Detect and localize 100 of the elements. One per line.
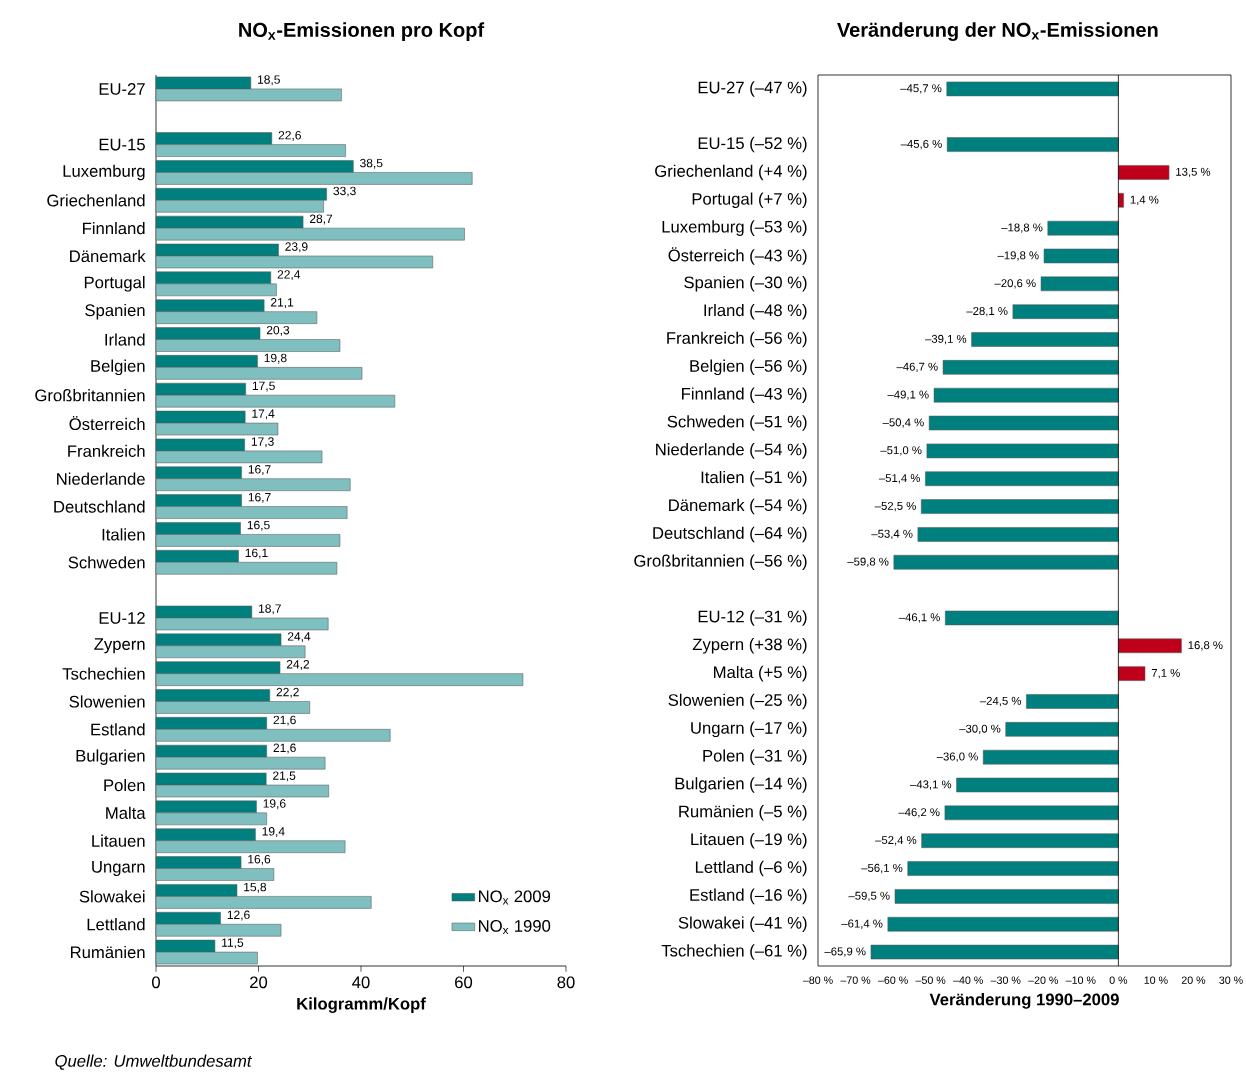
data-label: 28,7 [309, 214, 333, 225]
bar [921, 833, 1119, 848]
data-label: –39,1 % [925, 334, 967, 345]
legend-label: NO$_{x}$ 1990 [479, 920, 551, 935]
y-tick-label: Österreich [69, 415, 145, 431]
bar [942, 360, 1119, 375]
y-tick-label: EU-15 [99, 138, 145, 151]
data-label: 16,8 % [1188, 641, 1223, 651]
bar [944, 805, 1119, 821]
x-tick-label: 10 % [1144, 976, 1168, 984]
x-tick-label: 60 [455, 976, 473, 989]
data-label: –56,1 % [861, 863, 903, 874]
data-label: –51,0 % [880, 446, 922, 456]
bar [870, 944, 1119, 960]
bar [1026, 694, 1119, 709]
data-label: 21,5 [273, 771, 296, 782]
bar [1040, 276, 1119, 292]
y-tick-label: Schweden [68, 556, 145, 569]
data-label: 13,5 % [1176, 167, 1211, 178]
y-tick-label: Luxemburg (–53 %) [662, 220, 807, 236]
data-label: 21,6 [273, 715, 296, 726]
y-tick-label: Ungarn [92, 861, 145, 876]
x-axis-title: Veränderung 1990–2009 [929, 993, 1119, 1009]
y-tick-label: EU-27 (–47 %) [698, 81, 807, 97]
x-tick-label: 80 [557, 976, 575, 989]
chart-title: Veränderung der NO$_{x}$-Emissionen [837, 22, 1158, 41]
y-tick-label: Finnland [83, 222, 145, 235]
data-label: 22,4 [277, 270, 301, 281]
data-label: 19,8 [264, 353, 287, 364]
x-tick-label: 20 % [1181, 976, 1206, 984]
y-tick-label: EU-15 (–52 %) [698, 136, 807, 153]
data-label: 18,5 [258, 75, 280, 86]
data-label: 20,3 [266, 325, 290, 336]
y-tick-label: Spanien [85, 303, 145, 320]
bar [971, 332, 1119, 347]
data-label: 17,5 [252, 381, 275, 392]
bar [893, 554, 1119, 570]
bar [946, 81, 1119, 97]
x-tick-label: 30 % [1219, 976, 1243, 984]
y-tick-label: Niederlande [57, 472, 145, 485]
data-label: –45,7 % [900, 84, 942, 94]
data-label: 19,4 [262, 827, 285, 837]
y-tick-label: Griechenland [47, 194, 145, 207]
data-label: –65,9 % [824, 947, 866, 957]
data-label: –53,4 % [871, 529, 913, 540]
data-label: 24,4 [287, 632, 311, 643]
data-label: 22,2 [276, 687, 299, 698]
y-tick-label: Großbritannien (–56 %) [634, 554, 807, 571]
y-tick-label: Ungarn (–17 %) [691, 721, 807, 738]
data-label: –18,8 % [1001, 223, 1043, 233]
source-note: Quelle: Umweltbundesamt [55, 1054, 253, 1070]
x-tick-label: 20 [250, 976, 268, 989]
x-tick-label: –30 % [990, 976, 1021, 984]
y-tick-label: Lettland (–6 %) [695, 860, 807, 877]
data-label: –30,0 % [959, 724, 1001, 734]
data-label: –59,5 % [848, 891, 890, 902]
y-tick-label: Dänemark (–54 %) [669, 498, 807, 515]
data-label: 7,1 % [1151, 668, 1180, 679]
bar [894, 889, 1119, 904]
data-label: –50,4 % [882, 418, 924, 428]
bar [925, 471, 1119, 486]
x-tick-label: –20 % [1028, 976, 1058, 984]
data-label: 21,1 [271, 298, 294, 308]
y-tick-label: Estland (–16 %) [690, 888, 807, 905]
data-label: –61,4 % [841, 919, 883, 929]
y-tick-label: Tschechien [62, 667, 145, 680]
data-label: –46,7 % [896, 362, 938, 373]
y-tick-label: Zypern [94, 638, 145, 654]
data-label: 12,6 [227, 910, 250, 921]
data-label: 11,5 [222, 938, 244, 949]
y-tick-label: Griechenland (+4 %) [655, 164, 807, 181]
bar [926, 443, 1119, 459]
x-tick-label: –80 % [802, 976, 833, 984]
data-label: 16,5 [247, 520, 270, 531]
data-label: –51,4 % [878, 474, 921, 484]
x-tick-label: –40 % [953, 976, 983, 984]
y-tick-label: Österreich (–43 %) [668, 247, 807, 265]
y-tick-label: Malta [106, 806, 146, 819]
y-tick-label: Dänemark [70, 249, 146, 263]
data-label: 33,3 [333, 186, 356, 197]
y-tick-label: Deutschland (–64 %) [653, 526, 807, 543]
x-tick-label: –60 % [877, 976, 908, 984]
data-label: –59,8 % [847, 557, 889, 567]
y-tick-label: Luxemburg [63, 164, 145, 181]
bar [1118, 666, 1146, 681]
data-label: –36,0 % [936, 752, 978, 762]
bar [928, 415, 1119, 431]
bar [956, 777, 1119, 793]
y-tick-label: Lettland [87, 918, 145, 931]
y-tick-label: Slowakei (–41 %) [678, 916, 807, 932]
bar [1047, 220, 1119, 236]
data-label: –20,6 % [994, 279, 1036, 289]
y-tick-label: Finnland (–43 %) [682, 387, 807, 403]
y-tick-label: Slowenien [69, 695, 145, 708]
y-tick-label: Spanien (–30 %) [684, 276, 807, 292]
data-label: 24,2 [286, 660, 310, 670]
bar [933, 387, 1119, 403]
y-tick-label: Niederlande (–54 %) [656, 443, 807, 459]
bar [1012, 304, 1119, 319]
y-tick-label: Slowenien (–25 %) [668, 693, 807, 710]
